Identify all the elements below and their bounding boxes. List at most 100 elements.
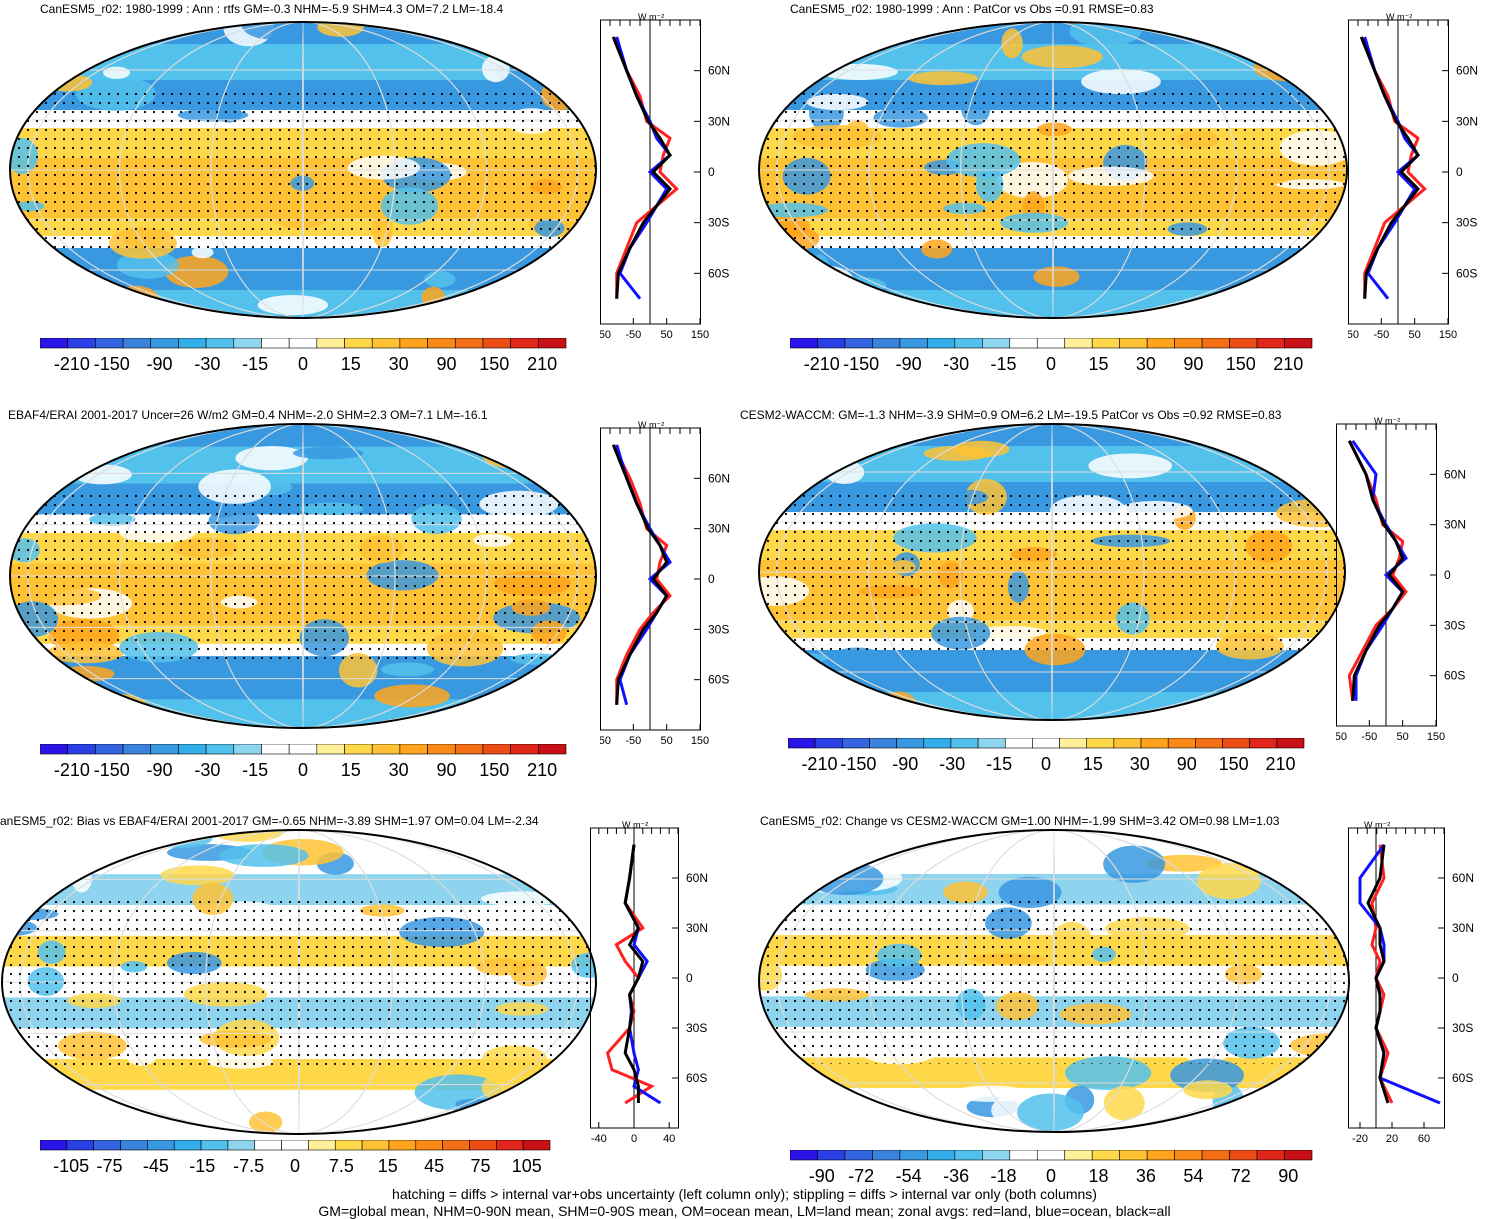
colorbar-swatch — [40, 744, 68, 755]
colorbar-swatch — [233, 744, 262, 755]
colorbar-swatch — [899, 1150, 928, 1161]
lat-tick-label: 60S — [1444, 669, 1465, 683]
colorbar-swatch — [67, 744, 96, 755]
colorbar-label: 210 — [527, 354, 557, 374]
colorbar-label: -54 — [896, 1166, 922, 1186]
colorbar-swatch — [399, 338, 428, 349]
colorbar-swatch — [844, 1150, 873, 1161]
colorbar-label: -30 — [194, 354, 220, 374]
zonal-mean-plot: W m⁻² -150 -50 50 150 60N 30N 0 30S 60S — [600, 12, 730, 341]
map-blob — [759, 707, 791, 720]
x-tick-label: -150 — [600, 329, 611, 341]
colorbar-swatch — [261, 338, 290, 349]
lat-tick-label: 60N — [1452, 871, 1474, 885]
lat-tick-label: 60S — [1456, 266, 1477, 280]
x-tick-label: 40 — [663, 1133, 675, 1145]
colorbar-swatch — [954, 1150, 983, 1161]
map-blob — [1017, 1093, 1084, 1132]
colorbar-swatch — [1036, 1150, 1066, 1161]
map-blob — [235, 445, 308, 471]
colorbar-swatch — [923, 738, 952, 749]
x-tick-label: 150 — [691, 329, 709, 341]
colorbar-swatch — [1059, 738, 1088, 749]
lat-tick-label: 30N — [1452, 921, 1474, 935]
colorbar: -90 -72 -54 -36 -18 0 18 36 54 72 90 — [790, 1150, 1313, 1186]
colorbar-swatch — [790, 338, 818, 349]
colorbar-label: 72 — [1231, 1166, 1251, 1186]
colorbar-swatch — [1146, 338, 1175, 349]
colorbar-swatch — [1113, 738, 1142, 749]
lat-tick-label: 0 — [1456, 165, 1463, 179]
colorbar-label: -210 — [801, 754, 837, 774]
colorbar-swatch — [1249, 738, 1278, 749]
colorbar-label: 45 — [424, 1156, 444, 1176]
x-tick-label: -50 — [625, 329, 641, 341]
colorbar-swatch — [40, 1140, 68, 1151]
zonal-mean-plot: W m⁻² -150 -50 50 150 60N 30N 0 30S 60S — [1336, 416, 1466, 743]
colorbar-swatch — [510, 338, 539, 349]
colorbar-swatch — [205, 744, 235, 755]
colorbar-swatch — [281, 1140, 309, 1151]
map-blob — [1145, 854, 1222, 872]
colorbar-swatch — [538, 744, 567, 755]
stippling — [759, 895, 1349, 1064]
map-blob — [549, 297, 578, 314]
colorbar-label: 90 — [436, 354, 456, 374]
map-blob — [249, 1111, 283, 1134]
colorbar-label: -150 — [840, 754, 876, 774]
colorbar-label: 18 — [1088, 1166, 1108, 1186]
colorbar-label: 210 — [1273, 354, 1303, 374]
colorbar-swatch — [415, 1140, 443, 1151]
x-tick-label: 50 — [661, 329, 673, 341]
lat-tick-label: 60S — [1452, 1071, 1473, 1085]
colorbar-swatch — [788, 738, 816, 749]
colorbar: -105 -75 -45 -15 -7.5 0 7.5 15 45 75 105 — [40, 1140, 551, 1176]
panel-title: anESM5_r02: Bias vs EBAF4/ERAI 2001-2017… — [0, 814, 539, 828]
lat-tick-label: 30S — [1444, 618, 1465, 632]
colorbar-label: -105 — [53, 1156, 89, 1176]
colorbar-label: -90 — [809, 1166, 835, 1186]
colorbar-swatch — [40, 338, 68, 349]
zonal-land-line — [1347, 440, 1408, 702]
map-blob — [480, 436, 545, 469]
colorbar-swatch — [308, 1140, 336, 1151]
map-blob — [923, 445, 992, 461]
colorbar-swatch — [1032, 738, 1060, 749]
stippling — [759, 488, 1345, 653]
colorbar-swatch — [388, 1140, 417, 1151]
x-tick-label: -150 — [1336, 731, 1347, 743]
colorbar-swatch — [254, 1140, 282, 1151]
lat-tick-label: 60S — [686, 1071, 707, 1085]
colorbar-swatch — [1284, 338, 1313, 349]
map-outline — [9, 21, 597, 319]
world-map — [758, 423, 1346, 721]
lat-tick-label: 30N — [708, 114, 730, 128]
colorbar-swatch — [1195, 738, 1223, 749]
colorbar-swatch — [538, 338, 567, 349]
colorbar-swatch — [1276, 738, 1305, 749]
colorbar-swatch — [896, 738, 925, 749]
colorbar-label: -150 — [94, 760, 130, 780]
colorbar-label: 90 — [436, 760, 456, 780]
colorbar-swatch — [1140, 738, 1169, 749]
colorbar-swatch — [95, 338, 124, 349]
map-outline — [758, 21, 1348, 319]
colorbar-swatch — [872, 338, 901, 349]
colorbar-swatch — [817, 1150, 846, 1161]
colorbar-swatch — [872, 1150, 901, 1161]
map-blob — [112, 285, 160, 315]
colorbar-label: 90 — [1183, 354, 1203, 374]
colorbar-label: 15 — [341, 354, 361, 374]
colorbar-swatch — [288, 744, 318, 755]
map-blob — [103, 66, 131, 79]
colorbar: -210 -150 -90 -30 -15 0 15 30 90 150 210 — [790, 338, 1313, 374]
lat-tick-label: 60N — [708, 471, 730, 485]
colorbar-swatch — [334, 1140, 363, 1151]
colorbar-swatch — [200, 1140, 229, 1151]
colorbar-swatch — [1229, 338, 1258, 349]
lat-tick-label: 60N — [708, 64, 730, 78]
colorbar-swatch — [1009, 338, 1038, 349]
colorbar-swatch — [1201, 1150, 1230, 1161]
colorbar-label: -150 — [94, 354, 130, 374]
colorbar-swatch — [817, 338, 846, 349]
